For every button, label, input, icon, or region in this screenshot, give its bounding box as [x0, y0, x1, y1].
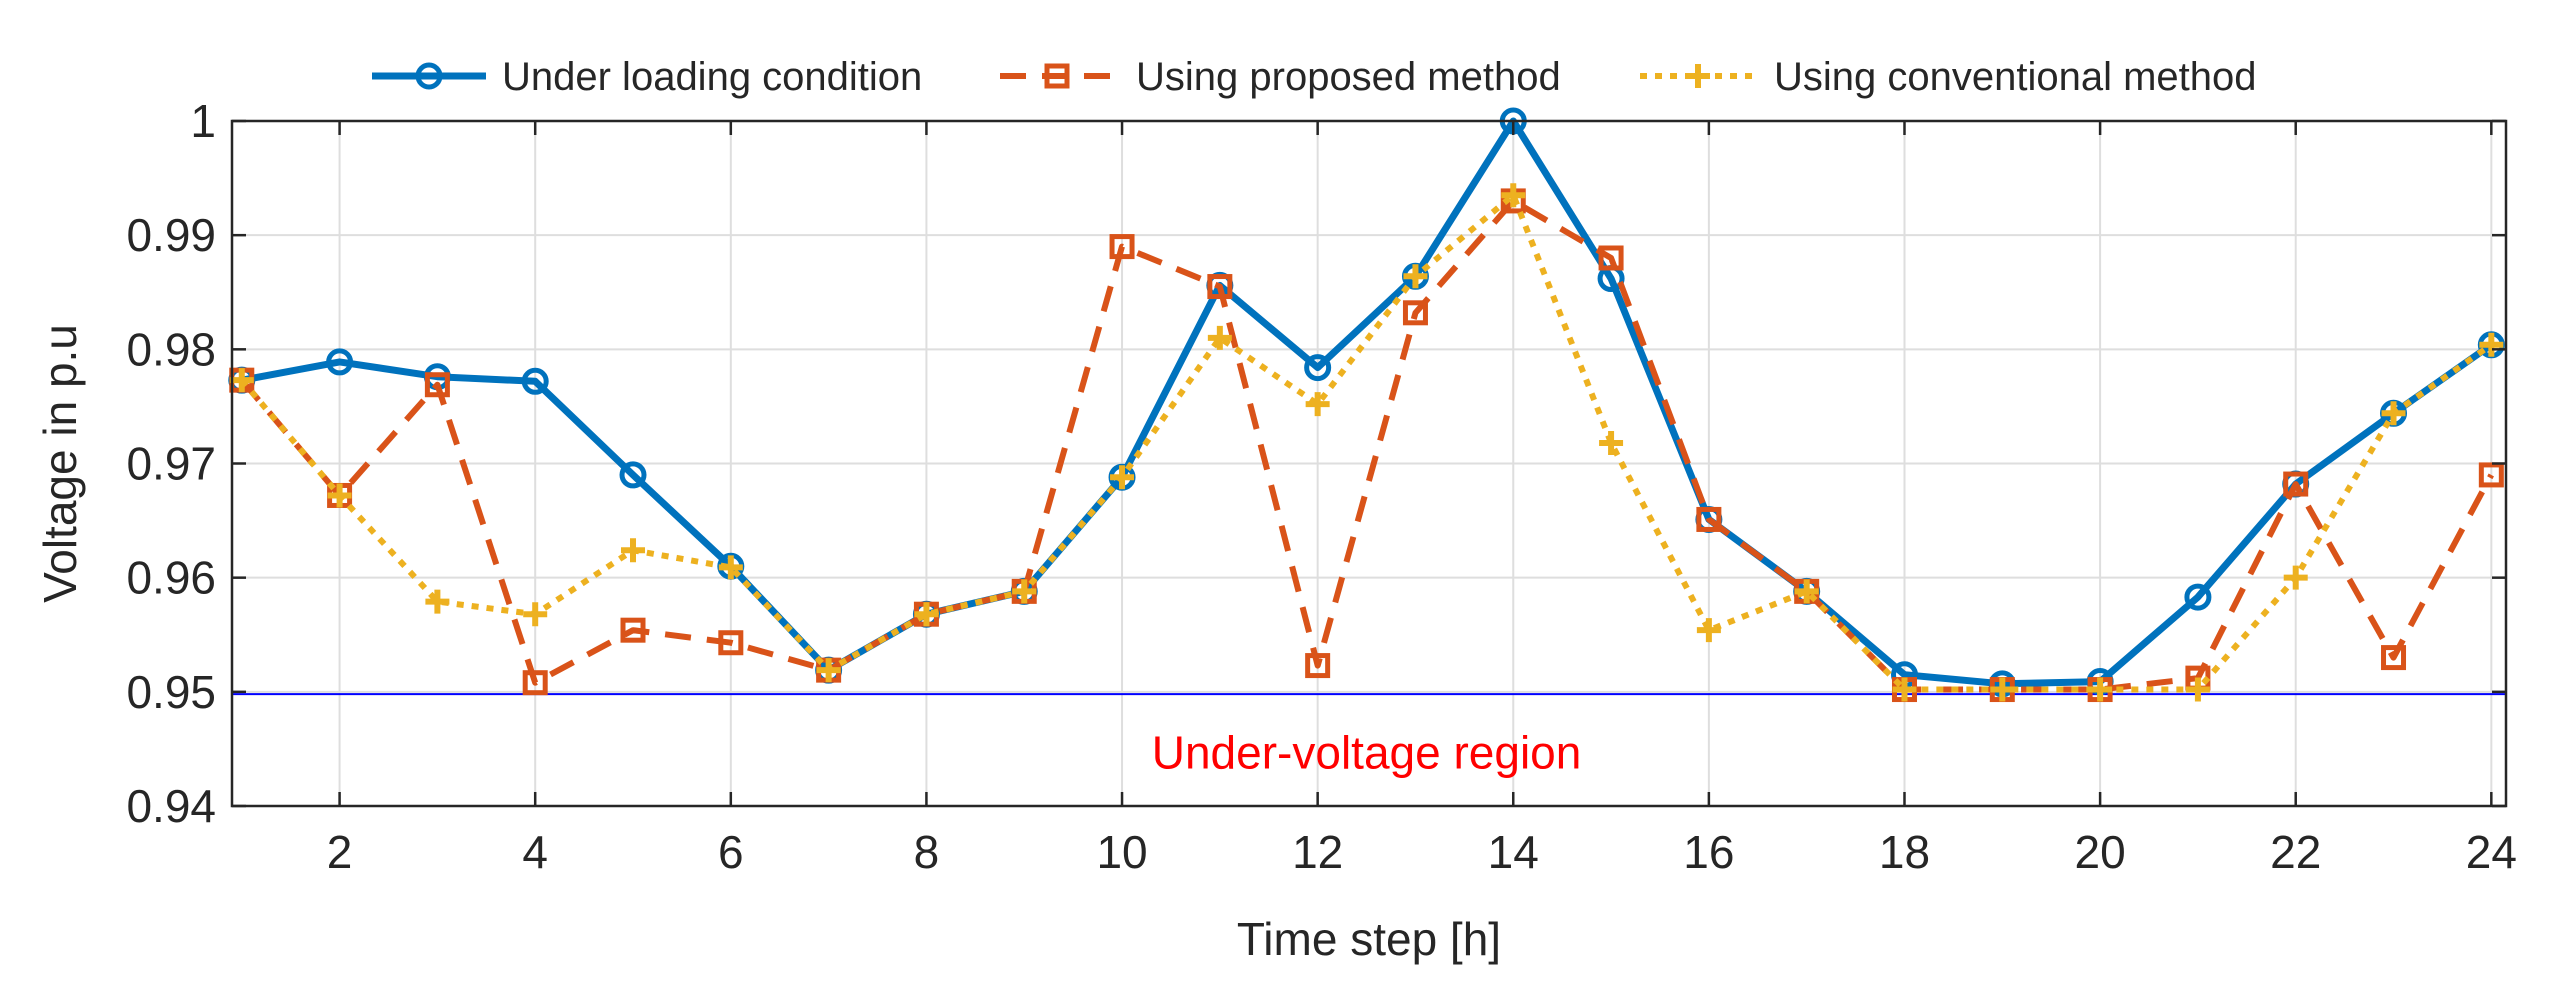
data-point-plus [1892, 677, 1917, 702]
y-tick-label: 0.94 [126, 780, 216, 832]
data-point-plus [1686, 64, 1710, 88]
y-tick-label: 0.96 [126, 552, 216, 604]
data-point-plus [1501, 183, 1526, 208]
data-point-plus [2185, 677, 2210, 702]
grid [232, 120, 2506, 807]
data-point-circle [415, 62, 443, 90]
y-tick-label: 1 [190, 95, 216, 147]
data-point-plus [2479, 332, 2504, 357]
tick-labels: 2 4 6 8 10 12 14 16 18 20 22 240.940.950.960.970.98… [34, 95, 2517, 965]
y-tick-label: 0.98 [126, 323, 216, 375]
data-point-plus [1012, 579, 1037, 604]
data-point-square [1696, 506, 1722, 532]
data-point-circle [521, 367, 549, 395]
data-point-plus [1990, 677, 2015, 702]
data-point-square [620, 617, 646, 643]
data-point-square [1305, 653, 1331, 679]
legend-item: Using proposed method [1000, 55, 1561, 99]
legend-label: Using conventional method [1774, 55, 2257, 99]
under-voltage-region-label: Under-voltage region [1152, 727, 1582, 779]
data-point-plus [425, 589, 450, 614]
data-point-plus [229, 368, 254, 393]
x-axis-label: Time step [h] [1237, 913, 1501, 965]
x-tick-label: 4 [522, 826, 548, 878]
y-tick-label: 0.97 [126, 438, 216, 490]
data-point-plus [2283, 565, 2308, 590]
series-line [241, 117, 2494, 688]
legend-label: Using proposed method [1136, 55, 1561, 99]
x-tick-label: 12 [1292, 826, 1343, 878]
data-point-circle [619, 461, 647, 489]
data-point-square [2381, 645, 2407, 671]
data-point-square [1598, 245, 1624, 271]
x-tick-label: 6 [718, 826, 744, 878]
data-point-plus [1599, 430, 1624, 455]
data-point-plus [327, 483, 352, 508]
axes [230, 119, 2508, 808]
data-point-plus [1305, 392, 1330, 417]
y-axis-label: Voltage in p.u [34, 324, 86, 603]
x-tick-label: 8 [914, 826, 940, 878]
data-point-plus [2088, 677, 2113, 702]
data-point-square [424, 372, 450, 398]
series-line [239, 192, 2494, 693]
series-plus [229, 183, 2504, 702]
data-point-square [1207, 274, 1233, 300]
data-point-square [1044, 63, 1070, 89]
x-tick-label: 14 [1488, 826, 1539, 878]
data-point-plus [523, 602, 548, 627]
data-point-plus [1110, 465, 1135, 490]
x-tick-label: 2 [327, 826, 353, 878]
data-point-plus [816, 658, 841, 683]
data-point-square [522, 670, 548, 696]
legend: Under loading condition Using proposed me… [372, 55, 2257, 99]
x-tick-label: 16 [1683, 826, 1734, 878]
x-tick-label: 20 [2075, 826, 2126, 878]
legend-item: Using conventional method [1640, 55, 2257, 99]
data-point-circle [326, 348, 354, 376]
x-tick-label: 10 [1096, 826, 1147, 878]
x-tick-label: 24 [2466, 826, 2517, 878]
series-layer [228, 107, 2505, 703]
data-point-plus [1696, 618, 1721, 643]
data-point-plus [1403, 264, 1428, 289]
y-tick-label: 0.95 [126, 666, 216, 718]
data-point-square [2478, 462, 2504, 488]
data-point-square [1402, 300, 1428, 326]
data-point-plus [2381, 401, 2406, 426]
data-point-square [2283, 471, 2309, 497]
legend-item: Under loading condition [372, 55, 922, 99]
legend-label: Under loading condition [502, 55, 922, 99]
data-point-square [718, 630, 744, 656]
data-point-plus [718, 555, 743, 580]
data-point-plus [1794, 579, 1819, 604]
data-point-plus [621, 538, 646, 563]
data-point-plus [914, 602, 939, 627]
x-tick-label: 22 [2270, 826, 2321, 878]
y-tick-label: 0.99 [126, 209, 216, 261]
data-point-square [1109, 234, 1135, 260]
annotations: Under-voltage region [1152, 727, 1582, 779]
data-point-circle [1304, 354, 1332, 382]
data-point-plus [1207, 325, 1232, 350]
data-point-circle [2184, 583, 2212, 611]
x-tick-label: 18 [1879, 826, 1930, 878]
